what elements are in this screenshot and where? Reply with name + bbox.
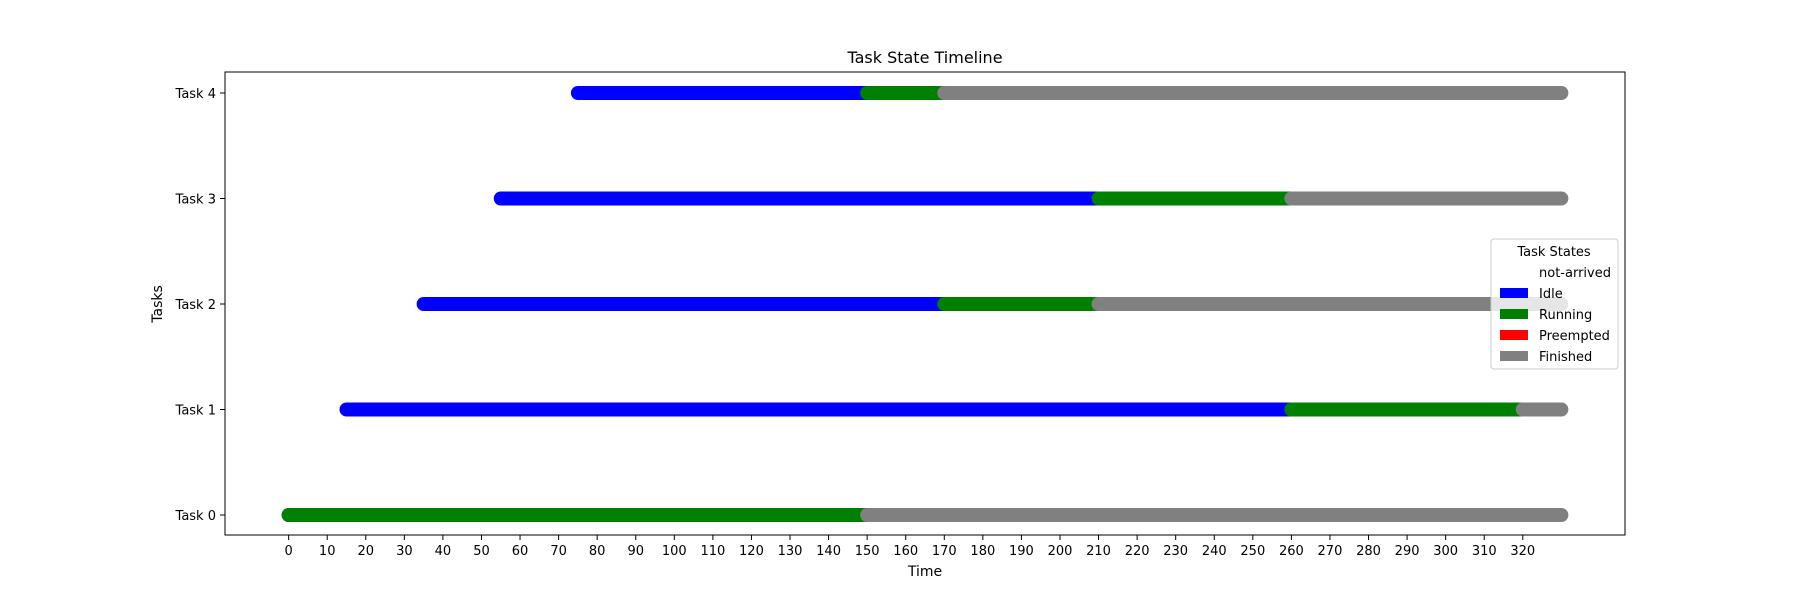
x-tick-label: 290 [1395,544,1420,559]
x-tick-label: 280 [1356,544,1381,559]
legend-swatch [1500,288,1528,298]
x-tick-label: 40 [435,544,452,559]
y-tick-label: Task 2 [175,298,216,313]
x-axis-ticks: 0 10 20 30 40 50 60 70 80 90 100 110 120 130 140 150 160… [284,535,1535,559]
x-tick-label: 10 [319,544,336,559]
x-tick-label: 220 [1125,544,1150,559]
y-axis-ticks: Task 0 Task 1 Task 2 Task 3 Task 4 [175,87,225,524]
x-tick-label: 300 [1433,544,1458,559]
timeline-bars [281,86,1569,522]
x-tick-label: 20 [357,544,374,559]
legend-label: Preempted [1539,329,1610,344]
x-tick-label: 120 [739,544,764,559]
x-tick-label: 250 [1240,544,1265,559]
legend-items: not-arrived Idle Running Preempted Finished [1500,266,1611,365]
y-tick-label: Task 1 [175,404,216,419]
x-tick-label: 310 [1472,544,1497,559]
x-tick-label: 190 [1009,544,1034,559]
legend-swatch [1500,267,1528,277]
x-tick-label: 160 [893,544,918,559]
plot-area: 0 10 20 30 40 50 60 70 80 90 100 110 120 130 140 150 160… [175,71,1626,559]
x-tick-label: 170 [932,544,957,559]
x-tick-label: 70 [550,544,567,559]
legend-swatch [1500,309,1528,319]
legend: Task States not-arrived Idle Running Preemp… [1490,238,1619,370]
y-tick-label: Task 0 [175,509,216,524]
x-tick-label: 100 [662,544,687,559]
legend-label: Finished [1539,350,1592,365]
x-tick-label: 150 [855,544,880,559]
legend-swatch [1500,351,1528,361]
x-tick-label: 200 [1048,544,1073,559]
x-tick-label: 50 [473,544,490,559]
x-tick-label: 230 [1163,544,1188,559]
legend-swatch [1500,330,1528,340]
legend-label: not-arrived [1539,266,1611,281]
x-tick-label: 270 [1318,544,1343,559]
x-tick-label: 130 [778,544,803,559]
y-tick-label: Task 3 [175,193,216,208]
legend-label: Idle [1539,287,1563,302]
x-axis-label: Time [907,564,942,580]
x-tick-label: 30 [396,544,413,559]
legend-title: Task States [1516,245,1591,260]
x-tick-label: 80 [589,544,606,559]
chart-title: Task State Timeline [846,48,1002,67]
x-tick-label: 260 [1279,544,1304,559]
x-tick-label: 320 [1510,544,1535,559]
x-tick-label: 140 [816,544,841,559]
legend-label: Running [1539,308,1592,323]
y-axis-label: Tasks [150,285,166,324]
y-tick-label: Task 4 [175,87,216,102]
x-tick-label: 180 [970,544,995,559]
x-tick-label: 60 [512,544,529,559]
x-tick-label: 90 [627,544,644,559]
x-tick-label: 240 [1202,544,1227,559]
x-tick-label: 110 [700,544,725,559]
x-tick-label: 210 [1086,544,1111,559]
x-tick-label: 0 [284,544,292,559]
